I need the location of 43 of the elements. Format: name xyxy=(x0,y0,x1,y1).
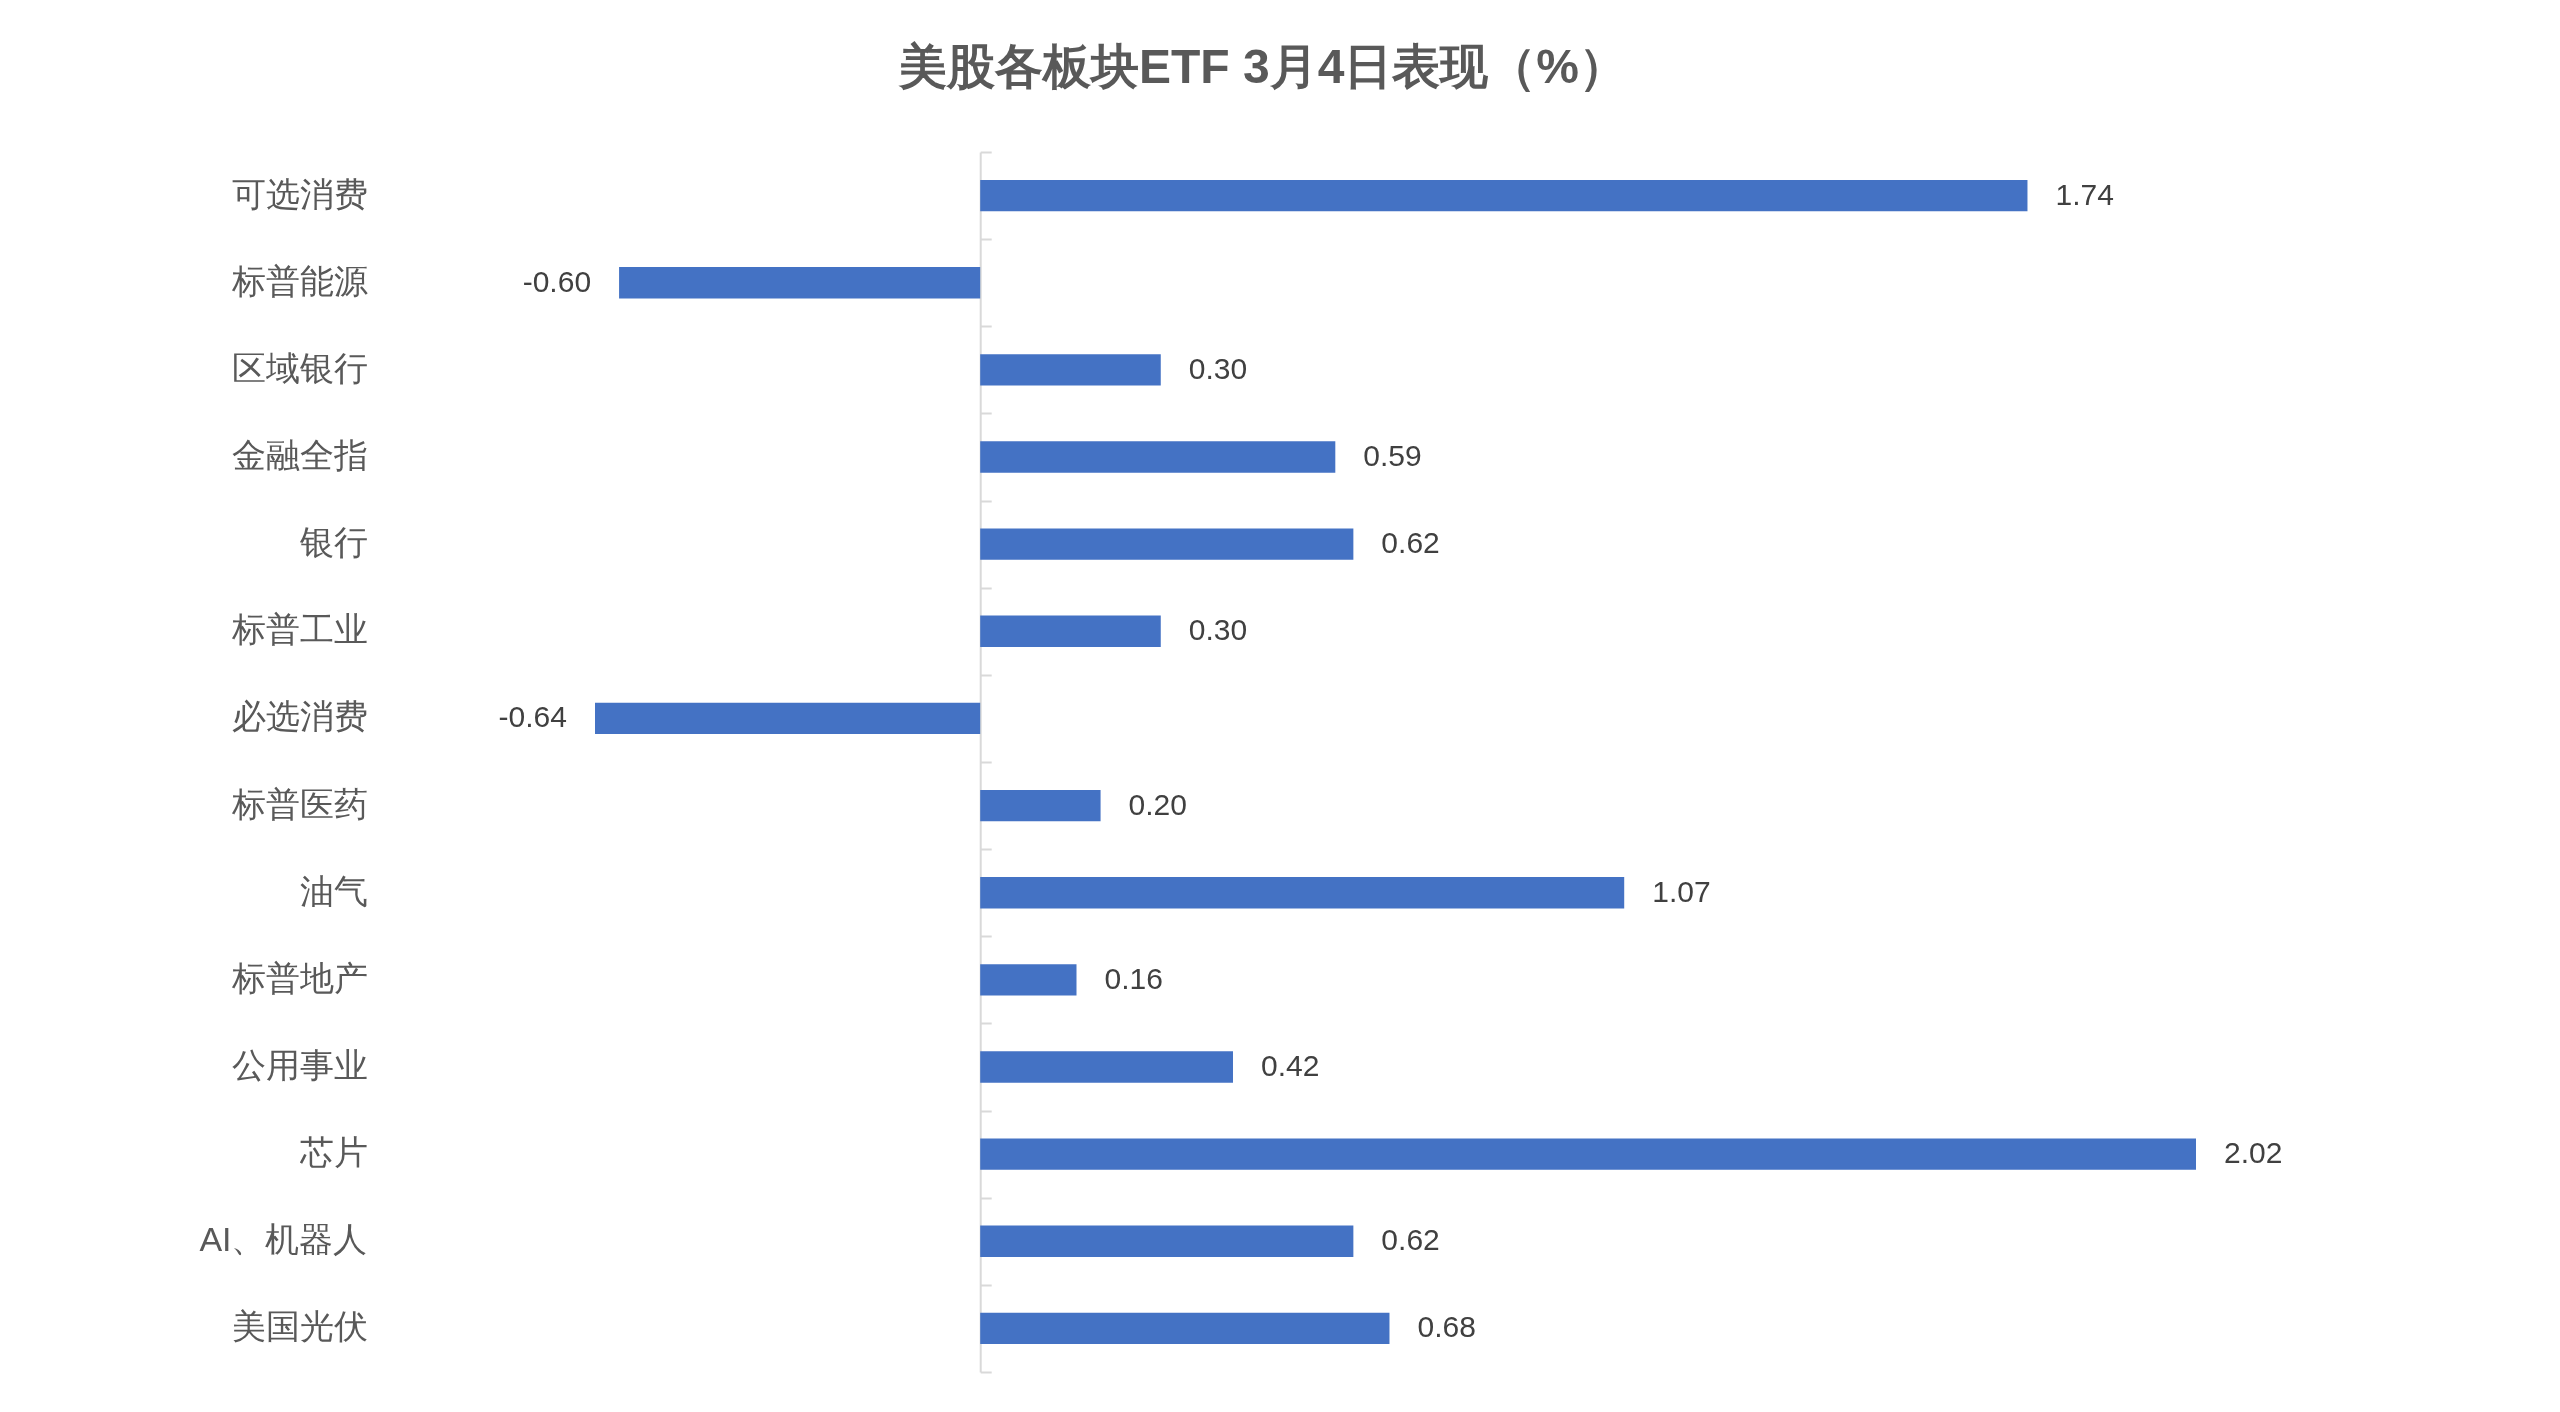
bar xyxy=(980,1225,1354,1257)
data-label: -0.64 xyxy=(498,700,567,734)
y-tick-label: 芯片 xyxy=(298,1133,368,1172)
y-tick-label: 标普能源 xyxy=(230,261,368,300)
bar xyxy=(980,1312,1390,1345)
y-tick-label: 标普医药 xyxy=(230,784,368,823)
bar xyxy=(980,528,1354,560)
data-label: 0.16 xyxy=(1104,961,1163,995)
data-label: 0.20 xyxy=(1128,787,1187,821)
y-tick-label: 标普工业 xyxy=(230,610,368,649)
y-tick-label: 银行 xyxy=(298,523,368,562)
bar xyxy=(980,964,1077,996)
bar xyxy=(980,179,2028,212)
y-tick-label: 区域银行 xyxy=(231,348,368,387)
data-label: 0.68 xyxy=(1417,1310,1476,1344)
data-label: 0.30 xyxy=(1188,351,1248,385)
bar xyxy=(980,877,1625,909)
data-label: 0.42 xyxy=(1260,1049,1320,1082)
y-tick-label: 标普地产 xyxy=(230,958,368,997)
y-tick-label: 金融全指 xyxy=(231,436,368,474)
data-label: 0.62 xyxy=(1381,1223,1440,1257)
data-label: 0.62 xyxy=(1381,526,1440,560)
data-label: 2.02 xyxy=(2224,1136,2283,1170)
data-label: 1.07 xyxy=(1652,874,1711,908)
bar xyxy=(595,702,981,735)
y-tick-label: AI、机器人 xyxy=(199,1220,368,1259)
data-label: -0.60 xyxy=(522,264,592,298)
y-tick-label: 公用事业 xyxy=(231,1046,368,1084)
data-label: 1.74 xyxy=(2055,177,2114,211)
bar xyxy=(980,615,1161,647)
y-tick-label: 可选消费 xyxy=(231,174,368,213)
data-label: 0.59 xyxy=(1363,439,1422,472)
bar xyxy=(980,1138,2196,1170)
y-tick-label: 必选消费 xyxy=(231,697,368,736)
bar xyxy=(980,1051,1233,1083)
y-tick-label: 油气 xyxy=(299,871,368,910)
data-label: 0.30 xyxy=(1188,613,1248,647)
chart-title: 美股各板块ETF 3月4日表现（%） xyxy=(897,40,1628,93)
bar xyxy=(980,354,1161,386)
bar xyxy=(619,267,981,299)
bar xyxy=(980,441,1336,473)
y-tick-label: 美国光伏 xyxy=(231,1307,368,1346)
bar xyxy=(980,789,1101,822)
